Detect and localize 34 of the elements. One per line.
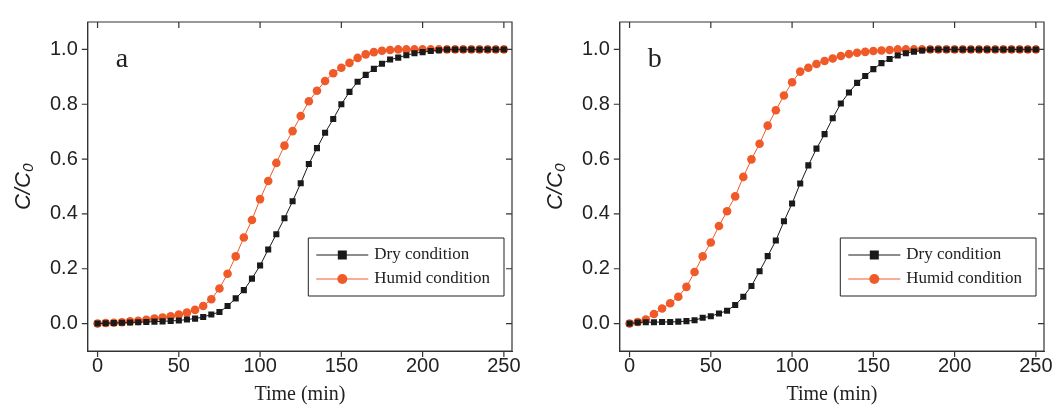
y-tick-label: 0.2 <box>49 256 78 279</box>
legend-label: Dry condition <box>906 244 1002 264</box>
annotation: a <box>115 42 129 74</box>
legend-label: Humid condition <box>374 268 491 288</box>
annotation: b <box>647 42 662 74</box>
legend-label: Humid condition <box>906 268 1023 288</box>
x-tick-label: 150 <box>324 353 359 376</box>
x-tick-label: 250 <box>1019 353 1053 376</box>
y-tick-label: 0.6 <box>581 146 610 169</box>
y-axis-title: C/C₀ <box>10 162 36 211</box>
y-tick-label: 0.0 <box>49 311 78 334</box>
y-tick-label: 0.8 <box>581 91 610 114</box>
x-tick-label: 200 <box>405 353 440 376</box>
y-tick-label: 0.8 <box>49 91 78 114</box>
x-axis-title: Time (min) <box>254 382 346 406</box>
x-tick-label: 50 <box>699 353 722 376</box>
x-tick-label: 0 <box>623 353 636 376</box>
y-tick-label: 1.0 <box>581 36 610 59</box>
y-tick-label: 1.0 <box>49 36 78 59</box>
x-tick-label: 150 <box>856 353 891 376</box>
x-tick-label: 100 <box>243 353 277 376</box>
legend-label: Dry condition <box>374 244 470 264</box>
y-tick-label: 0.4 <box>49 201 78 224</box>
x-tick-label: 250 <box>487 353 521 376</box>
y-tick-label: 0.4 <box>581 201 610 224</box>
x-tick-label: 0 <box>91 353 104 376</box>
x-tick-label: 100 <box>775 353 809 376</box>
y-tick-label: 0.2 <box>581 256 610 279</box>
x-axis-title: Time (min) <box>786 382 878 406</box>
x-tick-label: 50 <box>167 353 190 376</box>
y-axis-title: C/C₀ <box>542 162 568 211</box>
y-tick-label: 0.0 <box>581 311 610 334</box>
x-tick-label: 200 <box>937 353 972 376</box>
y-tick-label: 0.6 <box>49 146 78 169</box>
